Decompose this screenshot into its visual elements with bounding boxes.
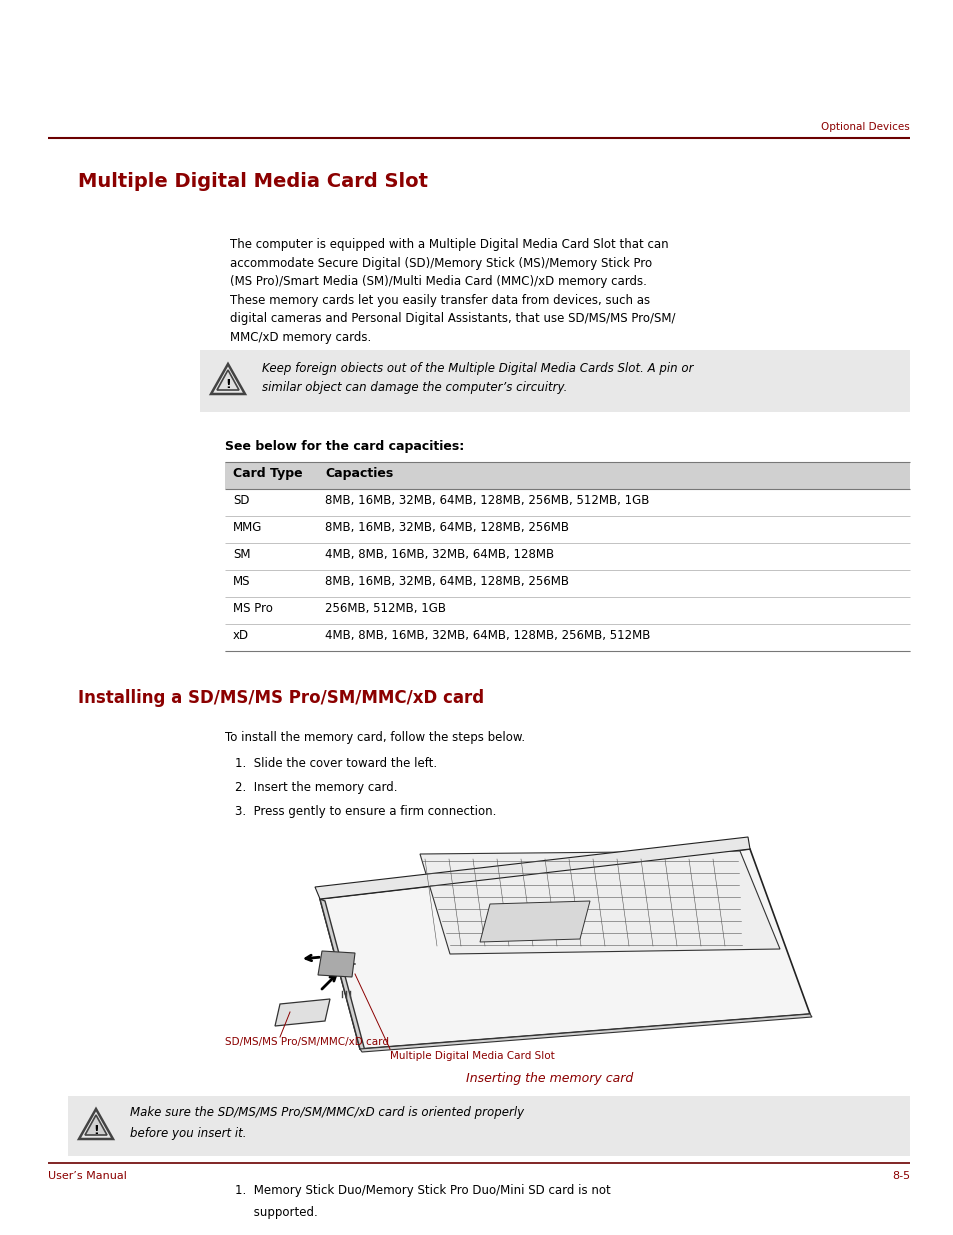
Polygon shape: [216, 370, 239, 390]
Text: before you insert it.: before you insert it.: [130, 1126, 246, 1140]
Text: Capacties: Capacties: [325, 467, 393, 480]
Text: !: !: [93, 1124, 99, 1136]
Text: To install the memory card, follow the steps below.: To install the memory card, follow the s…: [225, 731, 524, 743]
Text: !: !: [225, 378, 231, 391]
Text: The computer is equipped with a Multiple Digital Media Card Slot that can: The computer is equipped with a Multiple…: [230, 238, 668, 251]
Text: MS: MS: [233, 576, 251, 588]
Polygon shape: [479, 902, 589, 942]
Polygon shape: [319, 899, 365, 1051]
Text: 8-5: 8-5: [891, 1171, 909, 1181]
Text: 3.  Press gently to ensure a firm connection.: 3. Press gently to ensure a firm connect…: [234, 805, 496, 818]
Text: Multiple Digital Media Card Slot: Multiple Digital Media Card Slot: [390, 1051, 554, 1061]
Text: xD: xD: [233, 629, 249, 642]
Text: SD: SD: [233, 494, 250, 508]
Text: Optional Devices: Optional Devices: [821, 122, 909, 132]
Text: Inserting the memory card: Inserting the memory card: [466, 1072, 633, 1086]
Text: 8MB, 16MB, 32MB, 64MB, 128MB, 256MB, 512MB, 1GB: 8MB, 16MB, 32MB, 64MB, 128MB, 256MB, 512…: [325, 494, 649, 508]
Text: 4MB, 8MB, 16MB, 32MB, 64MB, 128MB, 256MB, 512MB: 4MB, 8MB, 16MB, 32MB, 64MB, 128MB, 256MB…: [325, 629, 650, 642]
Text: MS Pro: MS Pro: [233, 601, 273, 615]
Text: similar object can damage the computer’s circuitry.: similar object can damage the computer’s…: [262, 382, 567, 394]
Text: 4MB, 8MB, 16MB, 32MB, 64MB, 128MB: 4MB, 8MB, 16MB, 32MB, 64MB, 128MB: [325, 548, 554, 561]
FancyBboxPatch shape: [225, 462, 909, 489]
Text: MMC/xD memory cards.: MMC/xD memory cards.: [230, 331, 371, 343]
Text: Keep foreign obiects out of the Multiple Digital Media Cards Slot. A pin or: Keep foreign obiects out of the Multiple…: [262, 362, 693, 375]
Text: accommodate Secure Digital (SD)/Memory Stick (MS)/Memory Stick Pro: accommodate Secure Digital (SD)/Memory S…: [230, 257, 652, 269]
Text: 1.  Slide the cover toward the left.: 1. Slide the cover toward the left.: [234, 757, 436, 769]
Text: Make sure the SD/MS/MS Pro/SM/MMC/xD card is oriented properly: Make sure the SD/MS/MS Pro/SM/MMC/xD car…: [130, 1107, 523, 1119]
Polygon shape: [319, 848, 809, 1049]
Polygon shape: [314, 837, 749, 899]
Text: SM: SM: [233, 548, 251, 561]
Polygon shape: [85, 1115, 107, 1135]
Text: Card Type: Card Type: [233, 467, 302, 480]
Text: SD/MS/MS Pro/SM/MMC/xD card: SD/MS/MS Pro/SM/MMC/xD card: [225, 1037, 389, 1047]
Text: User’s Manual: User’s Manual: [48, 1171, 127, 1181]
Text: Multiple Digital Media Card Slot: Multiple Digital Media Card Slot: [78, 172, 428, 191]
Polygon shape: [274, 999, 330, 1026]
Text: 2.  Insert the memory card.: 2. Insert the memory card.: [234, 781, 397, 794]
Text: Installing a SD/MS/MS Pro/SM/MMC/xD card: Installing a SD/MS/MS Pro/SM/MMC/xD card: [78, 689, 483, 706]
Polygon shape: [359, 1014, 811, 1052]
Polygon shape: [317, 951, 355, 977]
Text: MMG: MMG: [233, 521, 262, 534]
Text: supported.: supported.: [234, 1207, 317, 1219]
Text: See below for the card capacities:: See below for the card capacities:: [225, 440, 464, 453]
Text: 1.  Memory Stick Duo/Memory Stick Pro Duo/Mini SD card is not: 1. Memory Stick Duo/Memory Stick Pro Duo…: [234, 1184, 610, 1197]
Text: (MS Pro)/Smart Media (SM)/Multi Media Card (MMC)/xD memory cards.: (MS Pro)/Smart Media (SM)/Multi Media Ca…: [230, 275, 646, 288]
Text: These memory cards let you easily transfer data from devices, such as: These memory cards let you easily transf…: [230, 294, 649, 306]
Text: 256MB, 512MB, 1GB: 256MB, 512MB, 1GB: [325, 601, 446, 615]
Text: 8MB, 16MB, 32MB, 64MB, 128MB, 256MB: 8MB, 16MB, 32MB, 64MB, 128MB, 256MB: [325, 521, 568, 534]
FancyBboxPatch shape: [200, 350, 909, 412]
Text: digital cameras and Personal Digital Assistants, that use SD/MS/MS Pro/SM/: digital cameras and Personal Digital Ass…: [230, 312, 675, 325]
Text: 8MB, 16MB, 32MB, 64MB, 128MB, 256MB: 8MB, 16MB, 32MB, 64MB, 128MB, 256MB: [325, 576, 568, 588]
Polygon shape: [419, 851, 780, 953]
FancyBboxPatch shape: [68, 1095, 909, 1156]
